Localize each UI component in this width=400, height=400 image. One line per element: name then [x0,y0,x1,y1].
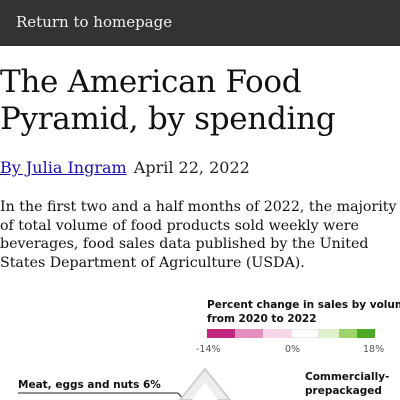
article-title: The American Food Pyramid, by spending [0,64,336,137]
legend-swatch [207,329,235,338]
legend-swatch [263,329,291,338]
legend-swatch [235,329,263,338]
author-link[interactable]: By Julia Ingram [0,158,127,177]
legend-title-line-1: Percent change in sales by volume [207,299,400,311]
legend-swatch [357,329,375,338]
color-legend: Percent change in sales by volume from 2… [196,298,400,355]
pyramid-label-meat: Meat, eggs and nuts 6% [18,379,161,391]
legend-title-line-2: from 2020 to 2022 [207,313,317,325]
pyramid-label-prepackaged-2: prepackaged [305,385,382,397]
legend-tick-min: -14% [196,344,221,355]
legend-swatch [291,329,319,338]
return-to-homepage-link[interactable]: Return to homepage [16,13,173,31]
legend-tick-max: 18% [363,344,385,355]
pyramid-inner-tier [192,382,218,400]
top-nav-bar: Return to homepage [0,0,400,46]
legend-swatch [319,329,339,338]
byline: By Julia Ingram April 22, 2022 [0,158,250,177]
legend-tick-zero: 0% [285,344,301,355]
pyramid-label-prepackaged-1: Commercially- [305,371,390,383]
article-lede: In the first two and a half months of 20… [0,199,397,271]
legend-swatches [207,329,377,338]
food-pyramid-graphic [18,367,232,400]
legend-swatch [339,329,357,338]
publish-date: April 22, 2022 [133,158,250,177]
